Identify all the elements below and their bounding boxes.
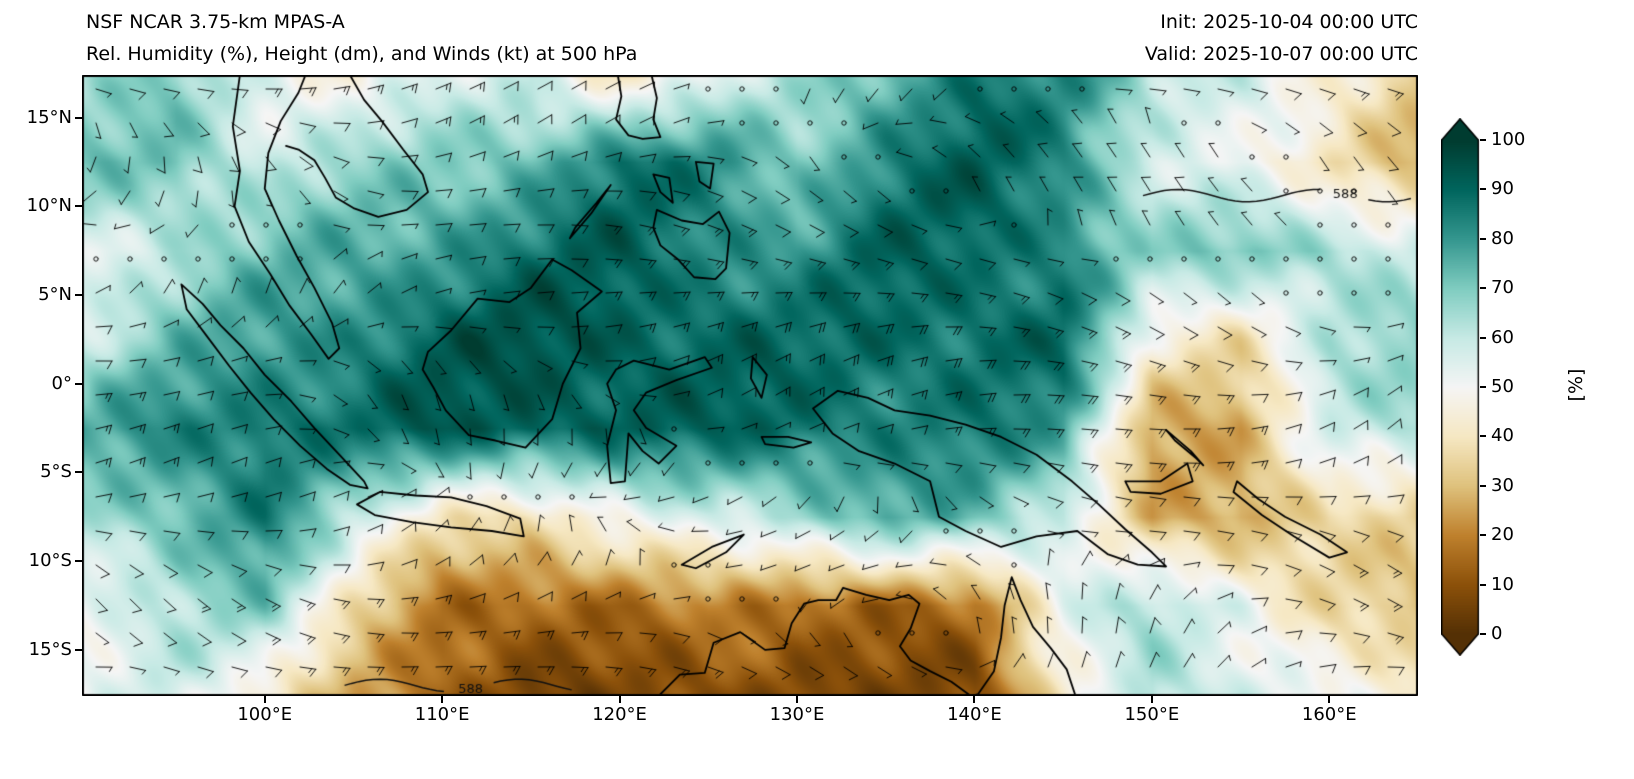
colorbar-canvas [1441, 118, 1481, 656]
colorbar-tick-label: 50 [1491, 376, 1514, 397]
y-tick-mark [75, 116, 82, 119]
colorbar-tick-label: 20 [1491, 524, 1514, 546]
map-canvas [82, 75, 1418, 696]
x-tick-mark [1328, 696, 1331, 703]
colorbar-tick-label: 90 [1491, 178, 1514, 200]
y-tick-mark [75, 205, 82, 208]
colorbar-tick-label: 60 [1491, 326, 1514, 348]
model-title: NSF NCAR 3.75-km MPAS-A [86, 11, 345, 33]
colorbar-tick-mark [1480, 633, 1486, 635]
colorbar-tick-label: 80 [1491, 227, 1514, 249]
colorbar-tick-mark [1480, 188, 1486, 191]
map-plot-area [82, 75, 1418, 696]
y-tick-label: 10°S [28, 550, 72, 572]
y-tick-label: 0° [51, 372, 72, 394]
x-tick-label: 140°E [947, 704, 1002, 725]
colorbar-tick-mark [1480, 336, 1486, 339]
colorbar-tick-label: 70 [1491, 277, 1514, 299]
init-time-label: Init: 2025-10-04 00:00 UTC [1160, 11, 1418, 33]
plot-title: Rel. Humidity (%), Height (dm), and Wind… [86, 43, 638, 65]
y-tick-label: 10°N [26, 195, 72, 217]
y-tick-label: 5°N [38, 284, 72, 305]
y-tick-label: 5°S [40, 461, 72, 483]
y-tick-mark [75, 294, 82, 296]
x-tick-mark [973, 696, 976, 703]
colorbar-tick-mark [1480, 583, 1486, 586]
y-tick-mark [75, 560, 82, 563]
y-tick-mark [75, 382, 82, 385]
x-tick-label: 150°E [1124, 704, 1180, 725]
colorbar-tick-mark [1480, 287, 1486, 290]
colorbar-tick-mark [1480, 139, 1486, 141]
x-tick-mark [263, 696, 266, 703]
colorbar-tick-mark [1480, 435, 1486, 438]
colorbar-tick-mark [1480, 484, 1486, 487]
colorbar-units-label: [%] [1565, 368, 1587, 402]
colorbar-tick-mark [1480, 237, 1486, 240]
x-tick-mark [618, 696, 621, 703]
x-tick-mark [1150, 696, 1153, 703]
colorbar-tick-label: 40 [1491, 425, 1514, 447]
x-tick-label: 160°E [1301, 704, 1357, 725]
valid-time-label: Valid: 2025-10-07 00:00 UTC [1144, 43, 1418, 65]
colorbar-tick-label: 0 [1491, 623, 1503, 644]
x-tick-label: 110°E [414, 704, 470, 725]
x-tick-label: 130°E [769, 704, 825, 725]
colorbar-tick-label: 10 [1491, 573, 1514, 595]
y-tick-mark [75, 648, 82, 651]
x-tick-label: 100°E [237, 704, 293, 725]
colorbar-tick-mark [1480, 386, 1486, 388]
colorbar-tick-label: 30 [1491, 474, 1514, 496]
y-tick-label: 15°N [26, 106, 72, 128]
x-tick-label: 120°E [592, 704, 647, 725]
x-tick-mark [441, 696, 444, 703]
x-tick-mark [796, 696, 799, 703]
colorbar-tick-mark [1480, 534, 1486, 537]
colorbar-tick-label: 100 [1491, 129, 1526, 150]
y-tick-label: 15°S [28, 638, 72, 660]
y-tick-mark [75, 471, 82, 474]
